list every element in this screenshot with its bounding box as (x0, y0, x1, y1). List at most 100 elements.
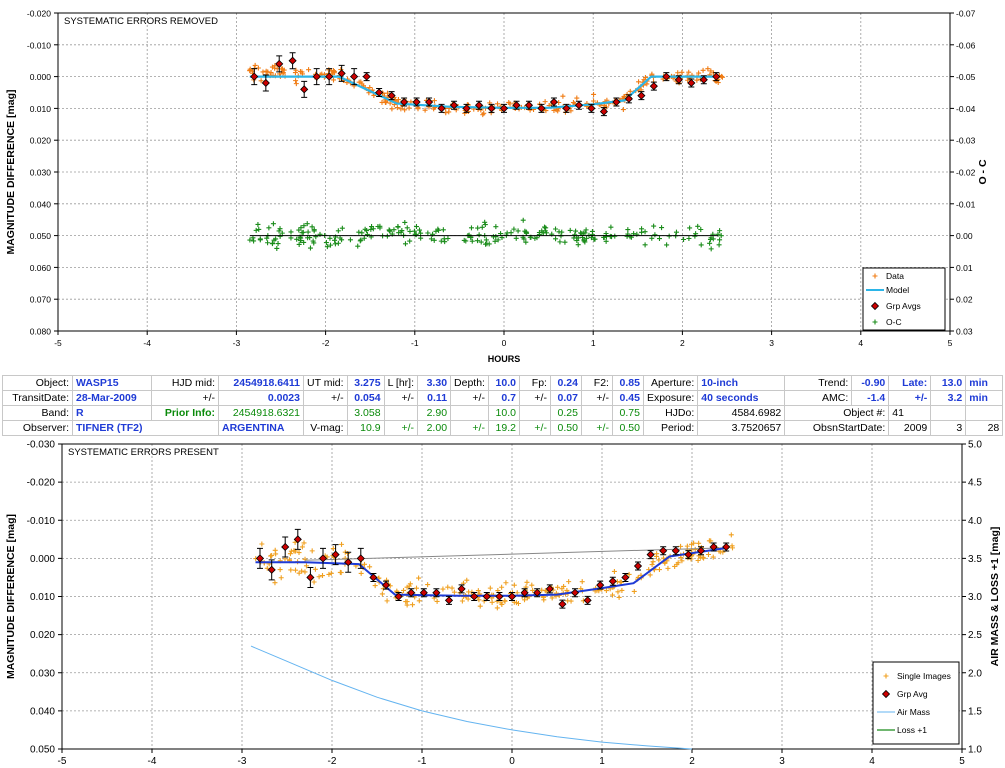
late-unit: min (966, 376, 1003, 391)
single-image-point (331, 546, 336, 551)
f2-value: 0.85 (612, 376, 643, 391)
vmag-label: V-mag: (304, 421, 348, 436)
observer-value: TIFNER (TF2) (73, 421, 219, 436)
x-tick-label: 1 (599, 756, 605, 767)
hjdo-value: 4584.6982 (698, 406, 785, 421)
depth-err-label: +/- (451, 391, 489, 406)
oc-point (265, 240, 270, 245)
grp-avg-point (650, 83, 657, 90)
data-point (636, 79, 641, 84)
single-image-point (476, 597, 481, 602)
prior-depth-value: 10.0 (488, 406, 519, 421)
y-tick-label: 0.040 (30, 706, 55, 717)
data-point (256, 66, 261, 71)
data-point (253, 63, 258, 68)
oc-point (365, 232, 370, 237)
object-label: Object: (3, 376, 73, 391)
hjd-mid-value: 2454918.6411 (219, 376, 304, 391)
single-image-point (278, 567, 283, 572)
y2-tick-label: 1.0 (968, 745, 982, 756)
hjd-err-label: +/- (152, 391, 219, 406)
single-image-point (416, 576, 421, 581)
l-err-value: 0.11 (418, 391, 451, 406)
oc-point (340, 226, 345, 231)
single-image-point (417, 598, 422, 603)
y-tick-label: 0.020 (30, 136, 52, 146)
amc-value: -1.4 (852, 391, 889, 406)
ut-mid-value: 3.275 (347, 376, 384, 391)
y2-tick-label: -0.05 (956, 72, 976, 82)
x-tick-label: 3 (779, 756, 785, 767)
oc-point (692, 234, 697, 239)
oc-point (625, 227, 630, 232)
oc-point (493, 224, 498, 229)
data-point (293, 78, 298, 83)
y-tick-label: 0.030 (30, 168, 52, 178)
y-tick-label: 0.060 (30, 263, 52, 273)
band-label: Band: (3, 406, 73, 421)
data-point (621, 107, 626, 112)
period-label: Period: (643, 421, 697, 436)
oc-point (699, 242, 704, 247)
single-image-point (478, 604, 483, 609)
single-image-point (555, 585, 560, 590)
oc-point (643, 229, 648, 234)
y2-tick-label: -0.03 (956, 136, 976, 146)
oc-point (659, 225, 664, 230)
oc-point (358, 238, 363, 243)
e2-value: 19.2 (488, 421, 519, 436)
oc-point (505, 230, 510, 235)
object-value: WASP15 (73, 376, 152, 391)
grp-avg-point (660, 547, 667, 554)
prior-info-label: Prior Info: (152, 406, 219, 421)
e4-value: 0.50 (612, 421, 643, 436)
y2-tick-label: 0.03 (956, 327, 973, 337)
oc-point (264, 236, 269, 241)
transit-date-label: TransitDate: (3, 391, 73, 406)
e2-label: +/- (451, 421, 489, 436)
obs-day: 28 (966, 421, 1003, 436)
single-image-point (503, 580, 508, 585)
x-tick-label: -5 (54, 338, 62, 348)
y2-tick-label: 0.02 (956, 295, 973, 305)
x-axis-label: HOURS (488, 354, 521, 364)
oc-point (327, 236, 332, 241)
single-image-point (293, 568, 298, 573)
oc-point (274, 246, 279, 251)
oc-point (271, 221, 276, 226)
grp-avg-point (559, 601, 566, 608)
single-image-point (401, 588, 406, 593)
oc-point (686, 236, 691, 241)
trend-value: -0.90 (852, 376, 889, 391)
grp-avg-point (635, 563, 642, 570)
y2-axis-label: AIR MASS & LOSS +1 [mag] (989, 527, 1001, 667)
oc-point (491, 234, 496, 239)
data-point (389, 106, 394, 111)
data-point (591, 92, 596, 97)
single-image-point (450, 586, 455, 591)
y-tick-label: 0.050 (30, 745, 55, 756)
oc-point (348, 237, 353, 242)
y-tick-label: 0.020 (30, 630, 55, 641)
prior-f2-value: 0.75 (612, 406, 643, 421)
single-image-point (414, 586, 419, 591)
single-image-point (435, 599, 440, 604)
single-image-point (338, 570, 343, 575)
y2-tick-label: 2.5 (968, 630, 982, 641)
single-image-point (515, 590, 520, 595)
l-hr-value: 3.30 (418, 376, 451, 391)
oc-point (405, 225, 410, 230)
single-image-point (729, 532, 734, 537)
y2-axis-label: O - C (977, 159, 989, 184)
y2-tick-label: 3.0 (968, 592, 982, 603)
grp-avg-point (351, 73, 358, 80)
single-image-point (460, 599, 465, 604)
oc-point (475, 226, 480, 231)
late-err-label: +/- (889, 391, 931, 406)
x-tick-label: -4 (148, 756, 157, 767)
oc-point (651, 224, 656, 229)
single-image-point (312, 580, 317, 585)
grp-avg-point (584, 597, 591, 604)
single-image-point (665, 566, 670, 571)
single-image-point (706, 552, 711, 557)
